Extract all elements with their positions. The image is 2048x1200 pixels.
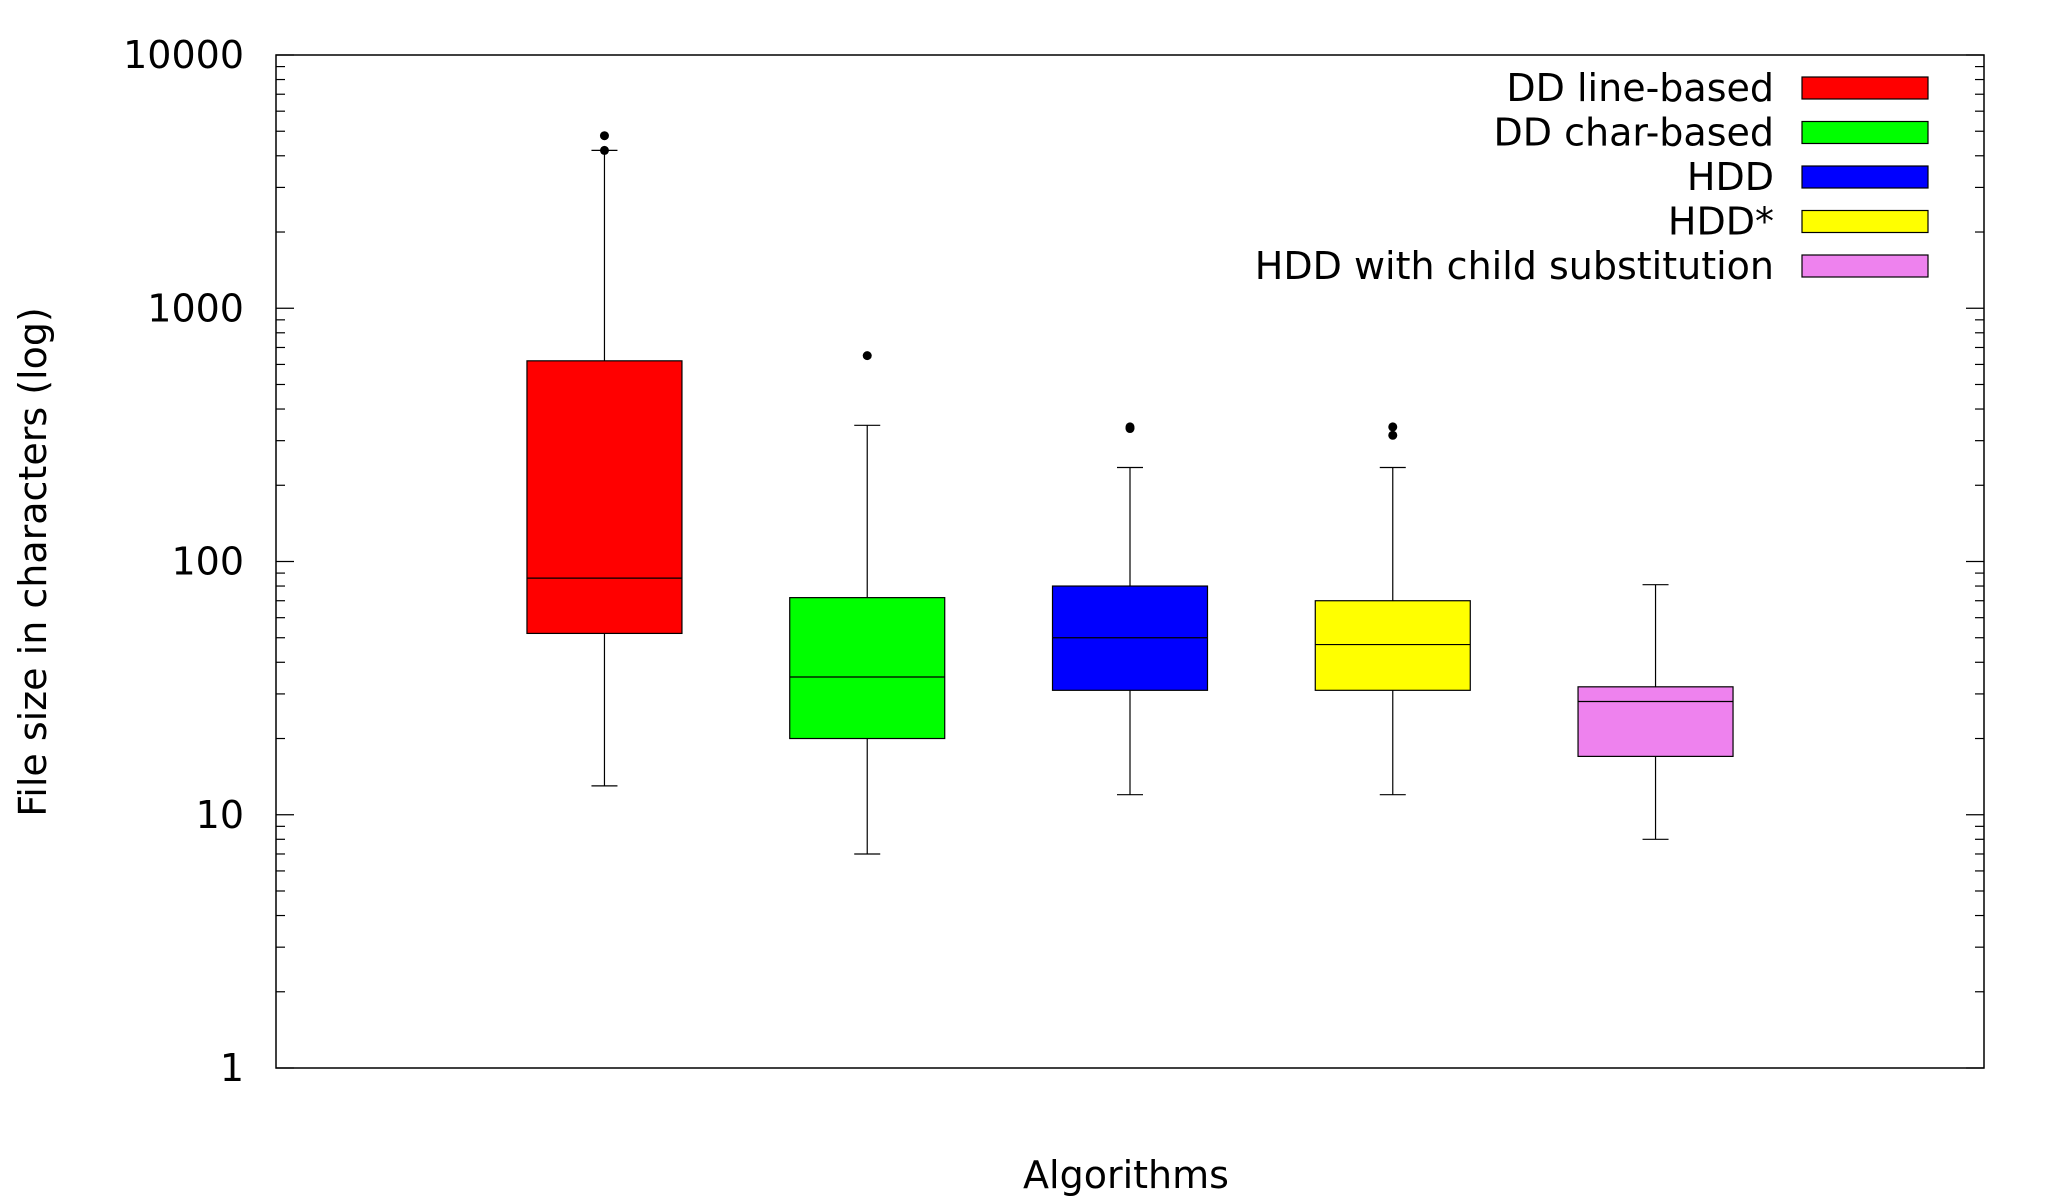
y-tick-label: 1000 — [147, 286, 244, 330]
y-tick-label: 1 — [220, 1046, 244, 1090]
box-iqr — [1577, 686, 1734, 757]
legend-label: HDD* — [1668, 200, 1774, 244]
y-tick-label: 10 — [196, 793, 244, 837]
legend-item: HDD with child substitution — [1255, 244, 1929, 288]
legend-item: HDD* — [1668, 200, 1929, 244]
box-series — [526, 131, 1734, 855]
x-axis-label: Algorithms — [1023, 1153, 1229, 1197]
box-hdd — [1314, 422, 1471, 796]
legend-label: DD char-based — [1494, 111, 1774, 155]
box-dd-char-based — [789, 351, 946, 855]
legend-swatch — [1801, 254, 1929, 278]
legend-label: HDD — [1687, 155, 1774, 199]
legend-swatch — [1801, 165, 1929, 189]
box-iqr — [789, 597, 946, 740]
y-tick-label: 10000 — [123, 33, 244, 77]
y-tick-label: 100 — [171, 540, 244, 584]
legend-swatch — [1801, 120, 1929, 145]
legend-label: DD line-based — [1506, 66, 1774, 110]
box-iqr — [1314, 600, 1471, 691]
legend-swatch — [1801, 76, 1929, 100]
outlier-point — [1125, 422, 1135, 432]
box-hdd — [1051, 422, 1209, 796]
outlier-point — [599, 145, 609, 155]
outlier-point — [1388, 430, 1398, 440]
y-axis-label: File size in characters (log) — [11, 307, 55, 817]
legend-label: HDD with child substitution — [1255, 244, 1774, 288]
y-axis: 1 10 100 1000 10000 — [123, 33, 1984, 1090]
outlier-point — [1388, 422, 1398, 432]
legend-item: DD char-based — [1494, 111, 1929, 155]
box-iqr — [526, 360, 683, 635]
box-hdd-with-child-substitution — [1577, 584, 1734, 840]
box-dd-line-based — [526, 131, 683, 787]
legend-swatch — [1801, 209, 1929, 234]
outlier-point — [599, 131, 609, 141]
outlier-point — [862, 351, 872, 361]
legend-item: DD line-based — [1506, 66, 1929, 110]
legend-item: HDD — [1687, 155, 1929, 199]
